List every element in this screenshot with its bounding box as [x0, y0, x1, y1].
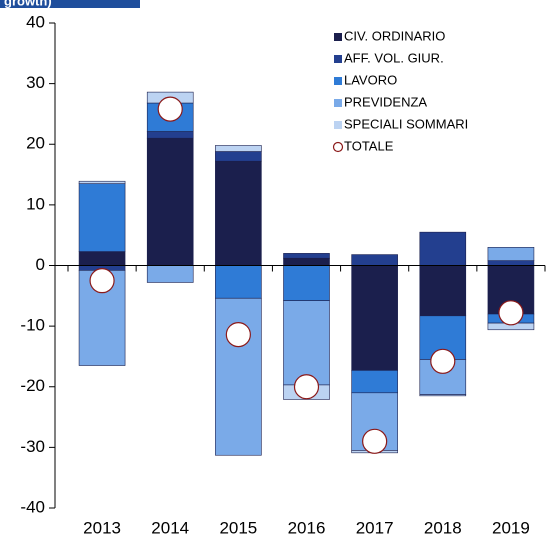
bar-segment [146, 137, 194, 266]
total-marker [430, 348, 456, 374]
bar-segment [215, 151, 262, 162]
bar-segment [351, 370, 398, 394]
bar-segment [146, 265, 194, 283]
bar-segment [283, 257, 330, 266]
bar-segment [419, 394, 467, 397]
total-marker [498, 300, 524, 326]
y-tick-label: -30 [20, 437, 45, 456]
total-marker [225, 322, 251, 348]
legend-swatch [334, 77, 342, 85]
legend-label: PREVIDENZA [344, 94, 427, 109]
y-tick-label: 10 [26, 194, 45, 213]
bar-segment [78, 183, 126, 252]
bar-segment [487, 260, 535, 266]
x-tick-label: 2019 [492, 518, 530, 537]
bar-segment [351, 254, 398, 266]
bar-segment [487, 247, 535, 261]
legend-swatch [334, 55, 342, 63]
x-tick-label: 2013 [83, 518, 121, 537]
x-tick-label: 2015 [219, 518, 257, 537]
y-tick-label: 0 [36, 255, 45, 274]
x-tick-label: 2018 [424, 518, 462, 537]
chart-title: growth) [4, 0, 52, 8]
legend-label: TOTALE [344, 138, 394, 153]
y-tick-label: -20 [20, 376, 45, 395]
header-strip [0, 0, 140, 8]
bar-segment [419, 265, 467, 317]
y-tick-label: 30 [26, 73, 45, 92]
legend-label: LAVORO [344, 72, 397, 87]
total-marker [293, 374, 320, 400]
legend-swatch [334, 33, 342, 41]
x-tick-label: 2017 [356, 518, 394, 537]
legend-swatch [334, 121, 342, 129]
y-tick-label: 20 [26, 134, 45, 153]
legend-label: AFF. VOL. GIUR. [344, 50, 444, 65]
legend-label: CIV. ORDINARIO [344, 28, 445, 43]
bar-segment [215, 265, 262, 299]
total-marker [157, 96, 183, 122]
bar-segment [215, 145, 262, 152]
bar-segment [146, 131, 194, 139]
legend-swatch [334, 99, 342, 107]
legend-swatch [332, 141, 344, 153]
bar-segment [215, 297, 262, 456]
bar-segment [78, 251, 126, 266]
y-tick-label: -40 [20, 497, 45, 516]
total-marker [89, 268, 115, 294]
bar-segment [78, 180, 126, 184]
bar-segment [283, 300, 330, 386]
y-tick-label: -10 [20, 316, 45, 335]
x-tick-label: 2016 [288, 518, 326, 537]
bar-segment [419, 231, 467, 266]
bar-segment [215, 160, 262, 266]
total-marker [362, 428, 388, 454]
y-tick-label: 40 [26, 12, 45, 31]
bar-segment [283, 253, 330, 259]
bar-segment [283, 265, 330, 301]
bar-segment [351, 265, 398, 371]
x-tick-label: 2014 [151, 518, 189, 537]
legend-label: SPECIALI SOMMARI [344, 116, 468, 131]
